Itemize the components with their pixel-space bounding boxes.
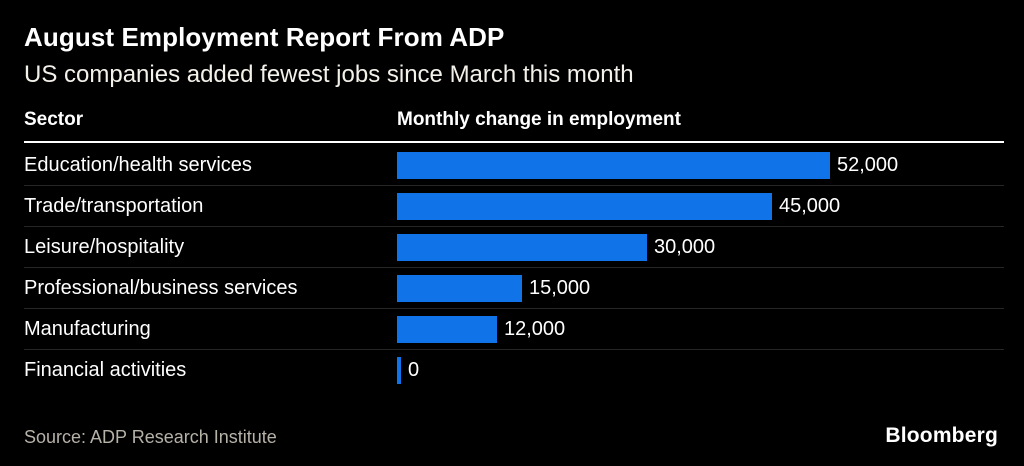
- bar-cell: 30,000: [397, 233, 1004, 261]
- header-rule: [24, 141, 1004, 143]
- bar-value-label: 15,000: [529, 276, 591, 299]
- bar: [397, 315, 497, 343]
- bar: [397, 357, 401, 384]
- bar-value-label: 52,000: [837, 153, 899, 176]
- sector-label: Manufacturing: [24, 317, 151, 340]
- bar: [397, 192, 772, 220]
- table-row: Trade/transportation 45,000: [24, 186, 1004, 227]
- table-row: Professional/business services 15,000: [24, 268, 1004, 309]
- sector-label: Education/health services: [24, 153, 252, 176]
- sector-label: Financial activities: [24, 359, 187, 381]
- table-row: Financial activities 0: [24, 350, 1004, 391]
- sector-label: Leisure/hospitality: [24, 235, 185, 258]
- sector-label: Professional/business services: [24, 276, 298, 299]
- bar-cell: 52,000: [397, 151, 1004, 179]
- bloomberg-logo: Bloomberg: [885, 424, 998, 447]
- column-header-sector: Sector: [24, 109, 84, 130]
- column-headers: Sector Monthly change in employment: [24, 109, 1004, 141]
- table-row: Leisure/hospitality 30,000: [24, 227, 1004, 268]
- bar-cell: 15,000: [397, 274, 1004, 302]
- table-row: Manufacturing 12,000: [24, 309, 1004, 350]
- chart-footer: Source: ADP Research Institute Bloomberg: [24, 424, 1004, 452]
- table-row: Education/health services 52,000: [24, 145, 1004, 186]
- bar-value-label: 45,000: [779, 194, 841, 217]
- bar: [397, 151, 830, 179]
- column-header-value: Monthly change in employment: [397, 109, 681, 130]
- bar: [397, 274, 522, 302]
- sector-label: Trade/transportation: [24, 194, 204, 217]
- chart-title: August Employment Report From ADP: [24, 22, 505, 52]
- bar-value-label: 0: [408, 359, 420, 381]
- source-note: Source: ADP Research Institute: [24, 427, 277, 447]
- bar: [397, 233, 647, 261]
- bar-cell: 45,000: [397, 192, 1004, 220]
- bar-value-label: 12,000: [504, 317, 566, 340]
- bar-value-label: 30,000: [654, 235, 716, 258]
- chart-rows: Education/health services 52,000 Trade/tra…: [24, 145, 1004, 391]
- chart-subtitle: US companies added fewest jobs since Mar…: [24, 61, 634, 88]
- bar-cell: 0: [397, 357, 1004, 384]
- bar-cell: 12,000: [397, 315, 1004, 343]
